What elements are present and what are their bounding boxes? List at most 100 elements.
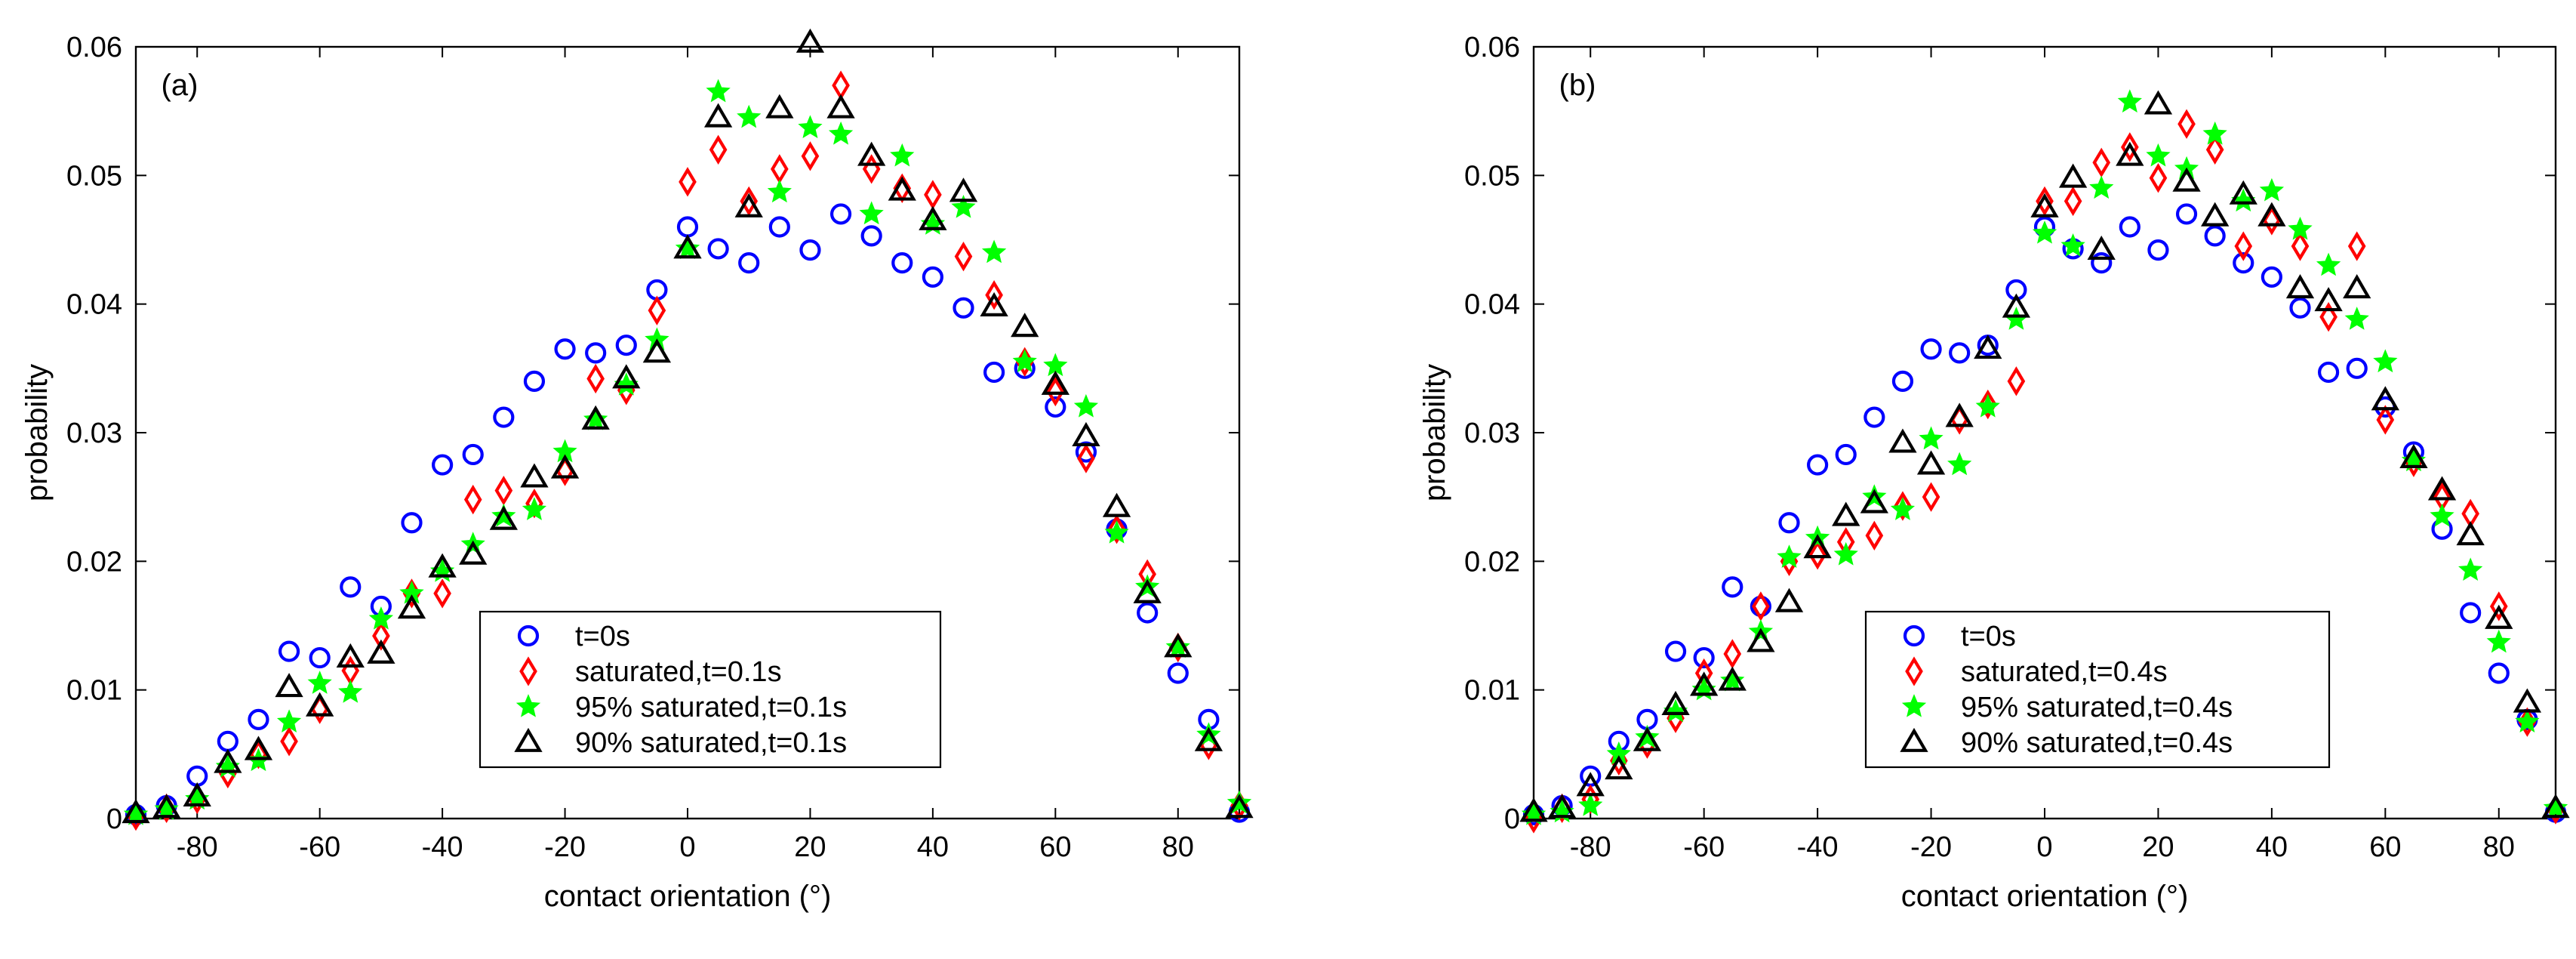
- data-point-diamond: [2092, 147, 2111, 177]
- data-point-triangle: [2030, 193, 2059, 217]
- data-point-star: [522, 497, 547, 520]
- y-tick-label: 0.03: [1464, 418, 1520, 449]
- data-point-triangle: [2314, 287, 2343, 312]
- legend-marker-diamond: [1905, 656, 1923, 686]
- data-point-triangle: [1072, 421, 1100, 447]
- data-point-circle: [2346, 357, 2368, 379]
- data-point-circle: [1891, 370, 1914, 392]
- data-point-star: [276, 709, 302, 732]
- y-axis-label: probability: [1418, 364, 1451, 501]
- data-point-circle: [2233, 252, 2254, 274]
- data-point-star: [1073, 393, 1099, 418]
- data-point-triangle: [1011, 313, 1039, 338]
- y-tick-label: 0.06: [1464, 32, 1520, 63]
- y-tick-label: 0.05: [1464, 160, 1520, 192]
- data-point-star: [2146, 143, 2171, 167]
- data-point-circle: [2460, 602, 2482, 624]
- data-point-star: [737, 104, 762, 128]
- data-point-triangle: [2257, 202, 2286, 227]
- data-point-triangle: [1102, 492, 1131, 517]
- data-point-circle: [707, 238, 729, 260]
- data-point-circle: [1045, 396, 1066, 418]
- data-point-diamond: [1107, 514, 1126, 544]
- data-point-triangle: [1133, 578, 1162, 603]
- data-point-star: [2515, 709, 2540, 732]
- x-tick-label: 0: [2036, 831, 2052, 863]
- x-tick-label: -20: [544, 831, 586, 863]
- data-point-star: [675, 236, 700, 260]
- data-point-star: [123, 801, 149, 825]
- data-point-diamond: [1752, 591, 1770, 621]
- y-tick-label: 0.03: [66, 418, 122, 449]
- data-point-circle: [1949, 342, 1971, 364]
- data-point-diamond: [801, 141, 820, 171]
- data-point-star: [1777, 544, 1802, 568]
- data-point-triangle: [183, 782, 211, 806]
- data-point-star: [2373, 349, 2398, 373]
- series-star-markers: [123, 79, 1252, 825]
- data-point-star: [1104, 520, 1129, 544]
- data-point-triangle: [826, 94, 855, 119]
- data-point-diamond: [1865, 520, 1884, 550]
- data-point-circle: [829, 203, 852, 225]
- data-point-diamond: [2291, 231, 2310, 261]
- data-point-star: [981, 239, 1007, 264]
- data-point-triangle: [122, 799, 150, 824]
- y-tick-label: 0: [106, 803, 122, 835]
- data-point-circle: [1075, 441, 1097, 463]
- data-point-star: [767, 179, 792, 203]
- legend-entry-label: 90% saturated,t=0.4s: [1961, 727, 2233, 759]
- data-point-triangle: [949, 177, 978, 202]
- data-point-circle: [891, 252, 913, 274]
- data-point-diamond: [2205, 134, 2224, 165]
- data-point-star: [1919, 426, 1944, 450]
- data-point-triangle: [796, 28, 825, 53]
- x-tick-label: 80: [1162, 831, 1194, 863]
- data-point-circle: [2175, 203, 2198, 225]
- data-point-triangle: [2002, 293, 2031, 318]
- x-tick-label: 20: [2142, 831, 2174, 863]
- data-point-circle: [1693, 646, 1715, 669]
- data-point-triangle: [428, 553, 457, 578]
- data-point-triangle: [1661, 690, 1690, 716]
- data-point-star: [2430, 503, 2454, 527]
- data-point-triangle: [1774, 587, 1804, 612]
- data-point-triangle: [2172, 167, 2201, 192]
- data-point-star: [2060, 233, 2085, 257]
- data-point-triangle: [1916, 450, 1946, 475]
- data-point-star: [1012, 349, 1037, 373]
- data-point-diamond: [648, 295, 666, 325]
- legend-marker-star: [1901, 694, 1927, 717]
- legend-entry-label: saturated,t=0.1s: [575, 656, 782, 688]
- data-point-star: [338, 680, 363, 703]
- data-point-triangle: [2371, 386, 2399, 411]
- data-point-star: [2089, 175, 2114, 199]
- data-point-star: [1833, 541, 1858, 566]
- data-point-diamond: [280, 726, 298, 757]
- data-point-triangle: [1974, 335, 2002, 359]
- data-point-star: [368, 606, 394, 630]
- data-point-triangle: [1225, 794, 1254, 819]
- data-point-triangle: [1718, 666, 1747, 691]
- data-point-triangle: [550, 454, 580, 479]
- data-point-star: [2032, 220, 2057, 244]
- data-point-circle: [983, 361, 1005, 384]
- data-point-diamond: [2489, 591, 2508, 621]
- data-point-diamond: [679, 167, 697, 197]
- data-point-circle: [462, 443, 484, 466]
- data-point-triangle: [1832, 501, 1860, 526]
- data-point-star: [2259, 177, 2285, 202]
- data-point-circle: [1835, 443, 1857, 466]
- data-point-triangle: [1164, 633, 1193, 658]
- data-point-circle: [585, 342, 607, 364]
- panel-label: (b): [1559, 69, 1596, 102]
- data-point-diamond: [2036, 186, 2054, 217]
- data-point-circle: [799, 239, 821, 261]
- data-point-diamond: [494, 475, 513, 506]
- data-point-triangle: [734, 193, 763, 217]
- data-point-triangle: [2229, 180, 2257, 205]
- data-point-diamond: [954, 241, 973, 272]
- data-point-circle: [1664, 640, 1687, 662]
- data-point-triangle: [2456, 521, 2485, 546]
